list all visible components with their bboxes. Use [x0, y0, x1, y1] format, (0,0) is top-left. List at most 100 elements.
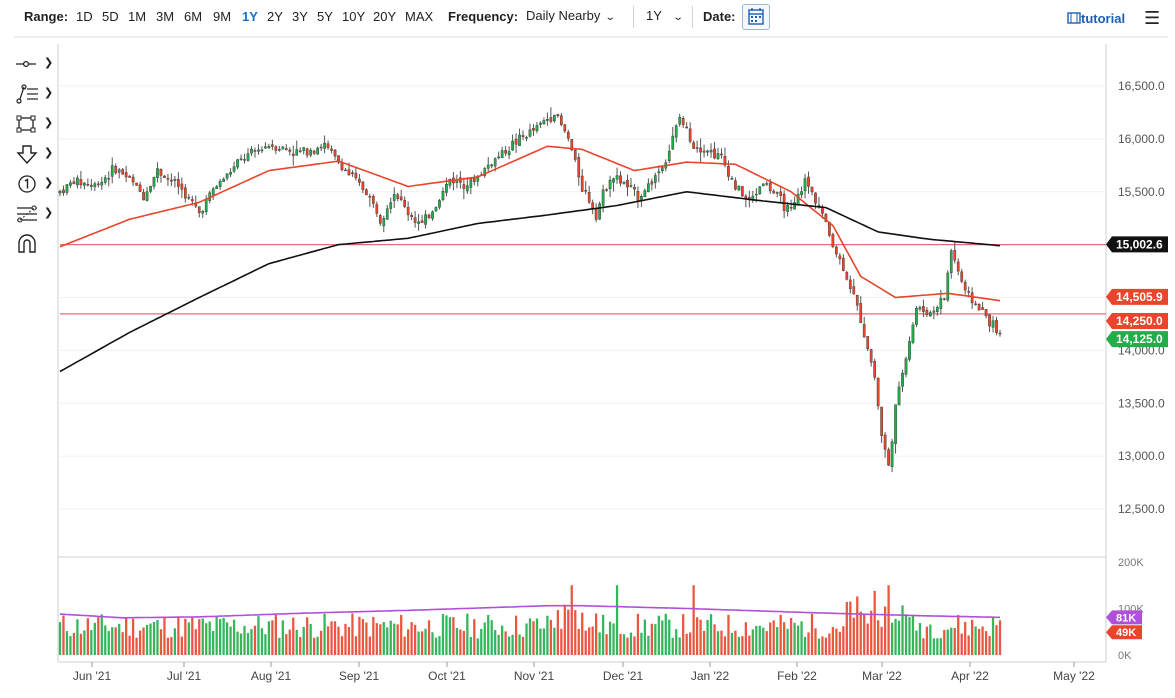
volume-bar — [716, 631, 720, 655]
volume-bar — [539, 628, 542, 655]
candle-body — [514, 138, 518, 145]
range-2y[interactable]: 2Y — [267, 9, 283, 24]
volume-bar — [344, 623, 347, 655]
volume-bar — [72, 632, 76, 655]
candle-body — [956, 261, 960, 272]
volume-bar — [438, 636, 441, 655]
range-10y[interactable]: 10Y — [342, 9, 366, 24]
volume-bar — [246, 633, 250, 655]
candlesticks — [58, 107, 1002, 473]
volume-bar — [974, 626, 977, 655]
chevron-right-icon: ❯ — [44, 117, 54, 129]
volume-bar — [581, 612, 584, 655]
tool-rectangle[interactable]: ❯ — [14, 114, 54, 136]
volume-bar — [633, 636, 636, 655]
candle-body — [626, 180, 629, 188]
candle-body — [587, 192, 591, 203]
volume-bar — [507, 636, 511, 655]
candle-body — [239, 158, 243, 160]
tutorial-link[interactable]: tutorial — [1067, 11, 1125, 26]
range-3m[interactable]: 3M — [156, 9, 175, 24]
volume-bar — [166, 637, 170, 655]
volume-bar — [709, 614, 713, 655]
candle-body — [264, 146, 267, 149]
volume-bar — [984, 631, 988, 655]
tool-annotation[interactable]: ❯ — [14, 174, 53, 196]
volume-bar — [194, 629, 197, 655]
candle-body — [438, 200, 441, 208]
volume-bar — [469, 637, 472, 655]
candle-body — [312, 150, 316, 154]
trend-lines-icon — [16, 84, 38, 104]
menu-icon[interactable]: ☰ — [1144, 8, 1161, 28]
candle-body — [145, 191, 149, 201]
volume-bar — [215, 616, 218, 655]
calendar-button[interactable] — [742, 4, 770, 30]
candle-body — [462, 184, 466, 189]
candle-body — [465, 185, 469, 192]
volume-bar — [671, 637, 674, 655]
volume-bar — [943, 629, 946, 655]
y-tick-label: 13,000.0 — [1118, 449, 1165, 463]
range-1y[interactable]: 1Y — [242, 9, 258, 24]
volume-bar — [588, 627, 591, 655]
range-6m[interactable]: 6M — [184, 9, 203, 24]
candle-body — [243, 159, 246, 161]
range-9m[interactable]: 9M — [213, 9, 232, 24]
tool-arrow[interactable]: ❯ — [14, 144, 53, 166]
candle-body — [890, 441, 894, 467]
period-dropdown[interactable]: 1Y ⌄ — [646, 8, 684, 23]
range-5y[interactable]: 5Y — [317, 9, 333, 24]
candle-body — [789, 207, 793, 209]
candle-body — [375, 204, 379, 214]
candle-body — [410, 214, 413, 218]
calendar-icon — [748, 8, 764, 25]
volume-bar — [501, 625, 504, 655]
tool-magnet[interactable] — [14, 234, 52, 256]
range-1d[interactable]: 1D — [76, 9, 93, 24]
candle-body — [211, 188, 215, 196]
candle-body — [201, 211, 205, 214]
candle-body — [347, 169, 351, 176]
range-20y[interactable]: 20Y — [373, 9, 397, 24]
candle-body — [984, 309, 988, 317]
volume-bar — [849, 601, 852, 655]
range-max[interactable]: MAX — [405, 9, 434, 24]
volume-bar — [817, 638, 821, 655]
tool-trend-lines[interactable]: ❯ — [14, 84, 53, 106]
magnet-icon — [18, 234, 36, 253]
volume-bar — [403, 636, 406, 655]
candle-body — [131, 176, 135, 183]
range-3y[interactable]: 3Y — [292, 9, 308, 24]
volume-bar — [299, 637, 302, 655]
sma-slow-line — [59, 190, 1001, 373]
tool-fibonacci[interactable]: ❯ — [14, 204, 53, 226]
x-tick-label: Jan '22 — [691, 669, 730, 683]
frequency-dropdown[interactable]: Daily Nearby ⌄ — [526, 8, 616, 23]
volume-bar — [977, 628, 981, 655]
volume-bar — [326, 626, 330, 655]
volume-bar — [640, 632, 643, 655]
tool-crosshair-line[interactable]: ❯ — [14, 54, 53, 76]
volume-bar — [915, 630, 918, 655]
volume-bar — [601, 614, 605, 655]
candle-body — [594, 208, 598, 220]
volume-bar — [863, 614, 866, 655]
volume-bar — [925, 626, 929, 655]
range-5d[interactable]: 5D — [102, 9, 119, 24]
y-axis: 16,500.016,000.015,500.015,000.014,500.0… — [1118, 79, 1165, 662]
volume-bar — [62, 615, 65, 655]
range-1m[interactable]: 1M — [128, 9, 147, 24]
price-label-text: 15,002.6 — [1116, 237, 1163, 251]
volume-bar — [883, 606, 887, 655]
volume-bar — [319, 630, 323, 655]
candle-body — [727, 166, 730, 177]
volume-bar — [807, 632, 810, 655]
volume-bar — [845, 601, 848, 655]
candle-body — [420, 220, 424, 223]
candle-body — [72, 181, 76, 185]
candle-body — [744, 195, 748, 199]
candle-body — [83, 182, 86, 186]
price-label-text: 14,505.9 — [1116, 290, 1163, 304]
